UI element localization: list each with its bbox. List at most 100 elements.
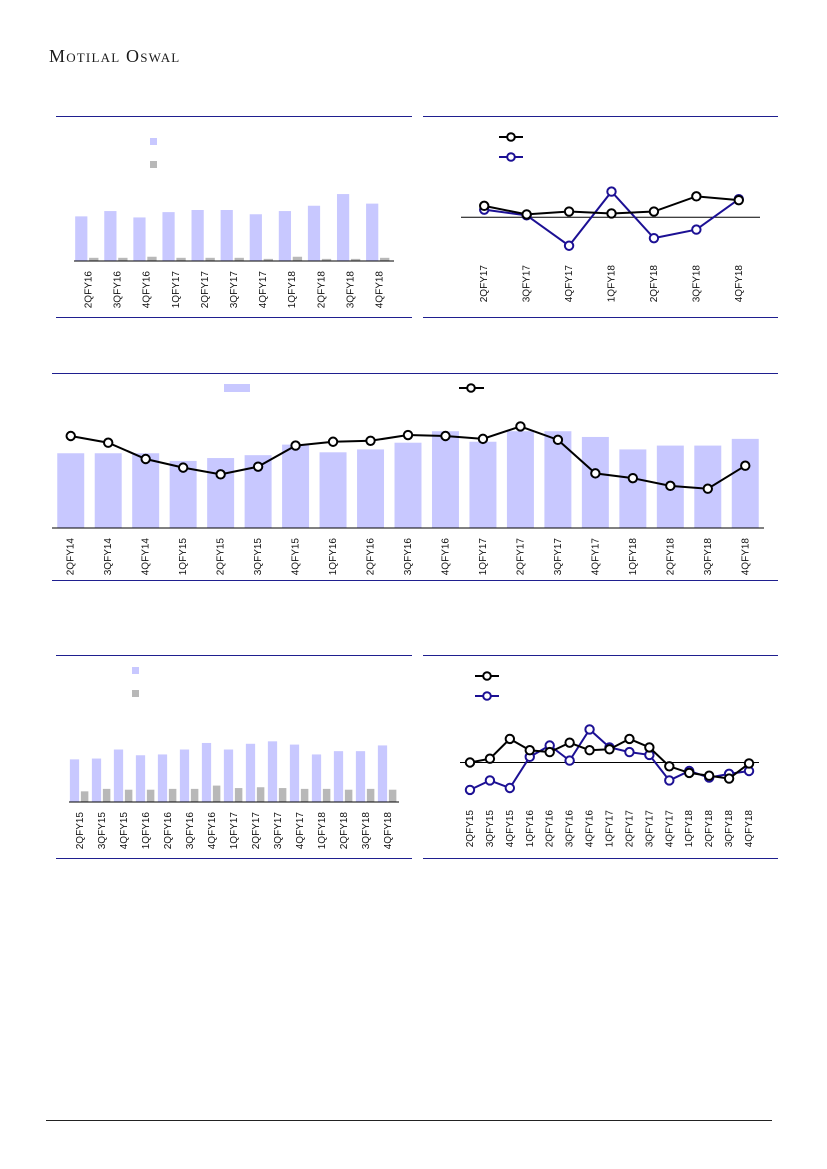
point-navy — [691, 224, 702, 235]
tick-label: 1QFY15 — [178, 538, 189, 576]
bar — [357, 449, 385, 528]
point-black — [733, 194, 744, 206]
bar-secondary — [322, 788, 331, 802]
chart-middle-wide-svg: 2QFY14 3QFY14 4QFY14 1QFY15 2QFY15 3QFY15 4QFY… — [52, 373, 778, 581]
bar-secondary — [321, 258, 332, 261]
tick-label: 4QFY14 — [141, 538, 152, 576]
bar-secondary — [212, 785, 221, 802]
legend-swatch-secondary — [132, 690, 139, 697]
tick-label: 1QFY18 — [287, 271, 298, 309]
tick-label: 3QFY18 — [724, 810, 735, 848]
bar-secondary — [80, 791, 89, 802]
bar-primary — [135, 755, 146, 802]
bar — [207, 458, 235, 528]
tick-label: 4QFY17 — [664, 810, 675, 848]
line-point — [477, 433, 489, 445]
brand-logo: Motilal Oswal — [49, 46, 181, 66]
bar-secondary — [278, 788, 287, 802]
point-navy — [564, 755, 575, 766]
line-point — [702, 483, 713, 494]
bar-secondary — [234, 788, 243, 802]
line-point — [627, 472, 639, 484]
bar-primary — [307, 205, 321, 261]
bar-secondary — [102, 788, 111, 802]
point-black — [584, 745, 595, 756]
top-rule — [56, 116, 412, 117]
chart-bottom-right-svg: 2QFY15 3QFY15 4QFY15 1QFY16 2QFY16 3QFY16 4QFY… — [423, 655, 778, 859]
series-line-navy — [484, 190, 740, 248]
chart-top-left: 2QFY16 3QFY16 4QFY16 1QFY17 2QFY17 3QFY17 4QFY… — [56, 116, 412, 319]
bar-primary — [220, 210, 233, 261]
line-point — [327, 436, 339, 447]
tick-label: 4QFY17 — [590, 538, 601, 576]
point-black — [648, 206, 660, 217]
bar-primary — [133, 217, 146, 261]
tick-label: 3QFY17 — [644, 810, 655, 848]
point-navy — [648, 232, 660, 244]
point-navy — [464, 784, 476, 796]
chart-bottom-left: 2QFY15 3QFY15 4QFY15 1QFY16 2QFY16 3QFY16 4QFY… — [56, 655, 412, 859]
bar-primary — [157, 754, 168, 802]
bar-secondary — [168, 788, 177, 802]
tick-label: 4QFY16 — [142, 271, 153, 309]
tick-label: 2QFY16 — [163, 812, 174, 850]
point-black — [703, 770, 715, 781]
bar-primary — [91, 758, 102, 802]
bottom-rule — [56, 317, 412, 318]
tick-label: 2QFY17 — [200, 271, 211, 309]
tick-label: 2QFY17 — [251, 812, 262, 850]
tick-label: 2QFY15 — [216, 538, 227, 576]
point-black — [624, 733, 635, 745]
line-point — [740, 460, 751, 471]
legend-marker — [506, 152, 516, 162]
tick-label: 2QFY17 — [515, 538, 526, 576]
point-black — [691, 191, 702, 202]
tick-label: 4QFY15 — [119, 812, 130, 850]
tick-label: 1QFY16 — [525, 810, 536, 848]
tick-label: 1QFY16 — [141, 812, 152, 850]
tick-label: 3QFY17 — [522, 265, 533, 303]
bar — [319, 452, 347, 528]
tick-label: 1QFY17 — [478, 538, 489, 576]
bar-secondary — [176, 257, 186, 261]
tick-label: 4QFY17 — [295, 812, 306, 850]
bar-primary — [336, 194, 350, 261]
bar-secondary — [147, 256, 157, 261]
top-rule — [56, 655, 412, 656]
tick-label: 2QFY18 — [316, 271, 327, 309]
line-point — [590, 468, 601, 479]
point-black — [743, 758, 755, 769]
tick-label: 3QFY18 — [345, 271, 356, 309]
point-black — [644, 742, 655, 753]
tick-label: 3QFY15 — [485, 810, 496, 848]
point-navy — [504, 782, 516, 794]
tick-label: 4QFY15 — [291, 538, 302, 576]
point-black — [524, 745, 535, 756]
bar — [506, 431, 534, 528]
legend-swatch-secondary — [150, 161, 157, 168]
bar-primary — [179, 749, 190, 802]
bar-secondary — [292, 256, 303, 261]
bar-secondary — [89, 257, 99, 261]
point-black — [479, 200, 490, 212]
tick-label: 3QFY17 — [229, 271, 240, 309]
tick-label: 1QFY18 — [684, 810, 695, 848]
tick-label: 3QFY16 — [403, 538, 414, 576]
point-navy — [484, 775, 496, 786]
bottom-rule — [56, 858, 412, 859]
point-black — [664, 761, 675, 772]
tick-label: 4QFY18 — [734, 265, 745, 303]
bar-secondary — [205, 257, 215, 261]
bar-secondary — [190, 788, 199, 802]
tick-label: 2QFY17 — [479, 265, 490, 303]
bar — [132, 453, 160, 528]
line-point — [252, 461, 264, 472]
point-navy — [606, 186, 617, 197]
point-black — [484, 753, 496, 764]
tick-label: 1QFY18 — [317, 812, 328, 850]
chart-top-left-svg: 2QFY16 3QFY16 4QFY16 1QFY17 2QFY17 3QFY17 4QFY… — [56, 116, 412, 318]
bar — [431, 431, 459, 528]
tick-label: 2QFY18 — [704, 810, 715, 848]
top-rule — [423, 116, 778, 117]
bar-secondary — [263, 258, 273, 261]
